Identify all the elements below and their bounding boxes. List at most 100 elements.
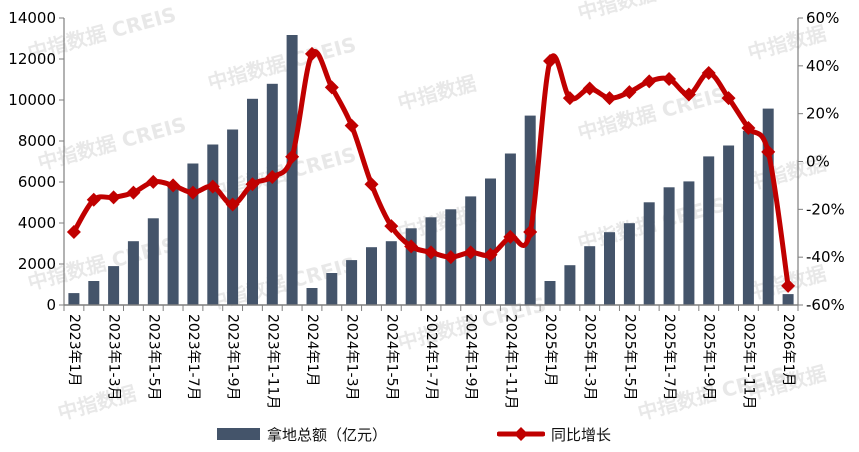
diamond-marker-icon <box>265 170 280 185</box>
bar <box>147 218 159 305</box>
watermark-text: 中指数据 CREIS <box>35 112 189 175</box>
bar <box>167 186 179 305</box>
bar <box>663 187 675 305</box>
right-axis-tick-label: 0% <box>806 153 830 171</box>
legend-bar-swatch <box>217 428 260 440</box>
left-axis-tick-label: 8000 <box>18 132 56 150</box>
diamond-marker-icon <box>463 245 478 260</box>
diamond-marker-icon <box>364 177 379 192</box>
bar <box>742 130 754 306</box>
diamond-marker-icon <box>681 87 696 102</box>
x-axis-category-label: 2025年1-3月 <box>582 314 598 401</box>
diamond-marker-icon <box>304 46 319 61</box>
diamond-marker-icon <box>701 66 716 81</box>
bar <box>127 241 139 305</box>
bar <box>366 247 377 305</box>
bar <box>643 202 655 305</box>
x-axis-category-label: 2023年1-9月 <box>225 314 241 401</box>
diamond-marker-icon <box>86 192 101 207</box>
bar <box>604 232 615 305</box>
bar <box>524 115 536 305</box>
diamond-marker-icon <box>205 179 220 194</box>
diamond-marker-icon <box>384 219 399 234</box>
bar <box>782 294 794 305</box>
x-axis-category-label: 2025年1月 <box>542 314 558 387</box>
diamond-marker-icon <box>761 144 776 159</box>
bar <box>385 241 397 305</box>
right-axis-tick-label: 40% <box>806 57 839 75</box>
watermark-text: 中指数据 CREIS <box>575 0 729 25</box>
right-axis-tick-label: 20% <box>806 105 839 123</box>
diamond-marker-icon <box>562 91 577 106</box>
axes: 0 2000 4000 6000 8000 10000 12000 14000 -60% -40%… <box>8 9 844 314</box>
x-axis-category-label: 2024年1-5月 <box>383 314 399 401</box>
x-axis-category-label: 2025年1-7月 <box>661 314 677 401</box>
left-axis-tick-label: 12000 <box>8 50 56 68</box>
legend-bar-label: 拿地总额（亿元） <box>267 425 388 444</box>
left-axis-tick-label: 2000 <box>18 255 56 273</box>
diamond-marker-icon <box>602 91 617 106</box>
right-axis-tick-label: 60% <box>806 9 839 27</box>
left-axis-tick-label: 6000 <box>18 173 56 191</box>
left-axis-tick-label: 0 <box>46 296 56 314</box>
bar <box>247 98 258 305</box>
right-axis-tick-label: -40% <box>806 248 845 266</box>
bar <box>207 144 219 305</box>
diamond-marker-icon <box>622 85 637 100</box>
diamond-marker-icon <box>503 229 518 244</box>
left-axis-tick-label: 4000 <box>18 214 56 232</box>
diamond-marker-icon <box>721 91 736 106</box>
x-axis-category-label: 2024年1-9月 <box>463 314 479 400</box>
bar <box>286 35 298 305</box>
bar <box>564 265 576 305</box>
bar <box>68 293 80 305</box>
bar <box>485 178 496 305</box>
diamond-marker-icon <box>424 245 438 260</box>
diamond-marker-icon <box>344 118 359 133</box>
bar <box>227 129 239 305</box>
bar <box>187 163 199 305</box>
diamond-marker-icon <box>166 178 181 193</box>
bar <box>584 246 596 305</box>
bar <box>405 228 417 305</box>
diamond-marker-icon <box>741 121 756 136</box>
bar <box>723 145 735 305</box>
x-axis-category-label: 2025年1-11月 <box>740 314 756 409</box>
left-axis-tick-label: 10000 <box>8 91 56 109</box>
diamond-marker-icon <box>781 278 796 293</box>
diamond-marker-icon <box>483 247 498 262</box>
left-axis-tick-label: 14000 <box>8 9 56 27</box>
right-axis-tick-label: -60% <box>806 296 845 314</box>
x-axis-category-label: 2024年1月 <box>304 314 320 387</box>
diamond-marker-icon <box>582 81 597 96</box>
bar <box>88 281 100 305</box>
bar <box>623 223 635 305</box>
x-axis-category-label: 2023年1月 <box>66 314 82 387</box>
diamond-marker-icon <box>146 174 161 189</box>
diamond-marker-icon <box>225 197 240 212</box>
x-axis-category-label: 2024年1-3月 <box>344 314 360 401</box>
bar-series-land-total <box>68 35 794 306</box>
diamond-marker-icon <box>106 190 121 205</box>
bar <box>683 181 695 305</box>
x-axis-category-label: 2023年1-3月 <box>106 314 122 401</box>
x-axis-labels: 2023年1月 2023年1-3月 2023年1-5月 2023年1-7月 2023年1… <box>66 314 796 409</box>
bar <box>266 83 278 305</box>
diamond-marker-icon <box>443 250 458 265</box>
diamond-marker-icon <box>245 177 260 192</box>
legend-item-line: 同比增长 <box>497 424 611 444</box>
diamond-marker-icon <box>126 185 141 200</box>
diamond-marker-icon <box>543 54 558 69</box>
bar <box>544 281 556 305</box>
x-axis-category-label: 2024年1-7月 <box>423 314 439 401</box>
diamond-marker-icon <box>66 225 81 240</box>
bar <box>762 108 774 305</box>
watermark-text: 中指数据 <box>55 381 138 425</box>
bar <box>346 260 358 305</box>
right-axis-tick-label: -20% <box>806 200 845 218</box>
bar <box>326 273 338 305</box>
x-axis-category-label: 2024年1-11月 <box>502 314 518 409</box>
x-axis-category-label: 2026年1月 <box>780 314 796 387</box>
watermark-text: 中指数据 <box>395 71 478 115</box>
x-axis-category-label: 2023年1-11月 <box>264 314 280 409</box>
